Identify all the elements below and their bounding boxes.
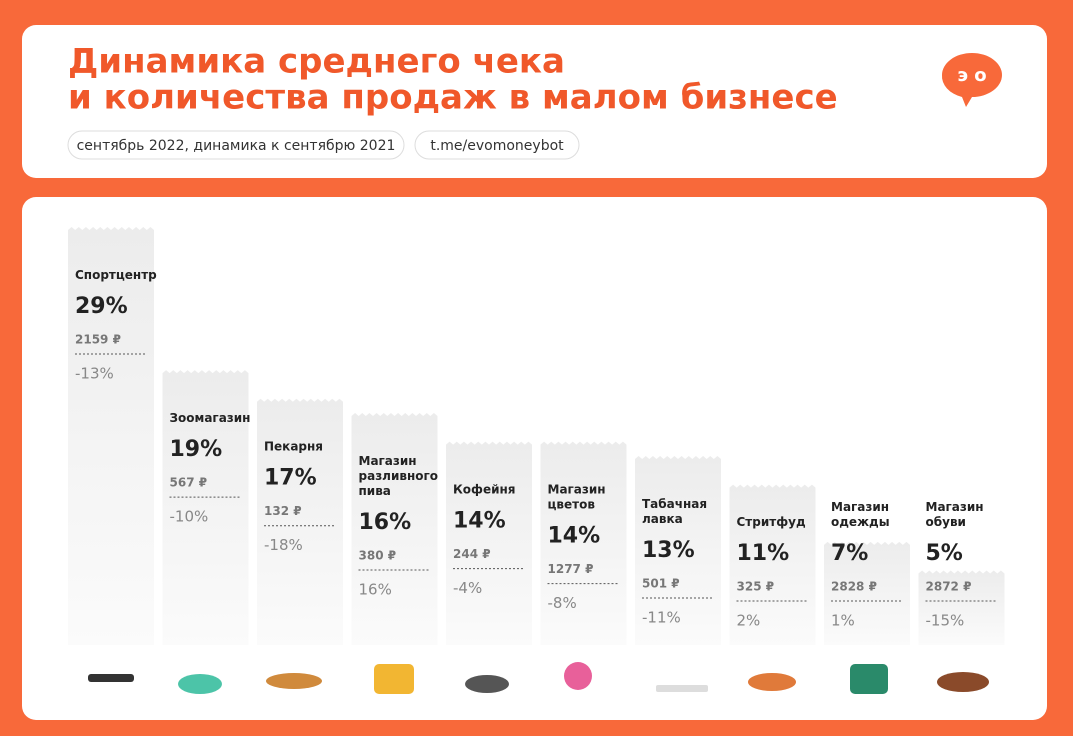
check-label: 2828 ₽ [831, 580, 877, 594]
check-label: 501 ₽ [642, 576, 680, 590]
receipt-bar [824, 541, 910, 645]
category-label: Кофейня [453, 482, 516, 496]
check-label: 2872 ₽ [926, 580, 972, 594]
logo: э о [957, 65, 986, 86]
title-line: и количества продаж в малом бизнесе [68, 78, 838, 118]
category-label: Магазин одежды [831, 500, 890, 529]
receipt-bar [257, 398, 343, 645]
value-label: 14% [453, 509, 506, 534]
category-label: Стритфуд [737, 515, 806, 529]
receipt-bar [351, 413, 438, 645]
check-label: 244 ₽ [453, 547, 491, 561]
pill [67, 130, 405, 160]
logo-bubble [941, 53, 1002, 107]
change-label: 1% [831, 612, 855, 630]
change-label: -18% [264, 536, 303, 554]
value-label: 14% [548, 524, 601, 549]
change-label: -4% [453, 579, 482, 597]
receipt-bar [446, 441, 532, 645]
value-label: 16% [359, 510, 412, 535]
icon [178, 674, 222, 694]
check-label: 380 ₽ [359, 549, 397, 563]
change-label: -10% [170, 508, 209, 526]
change-label: 16% [359, 581, 392, 599]
receipt-bar [68, 227, 154, 645]
pill [414, 130, 580, 160]
change-label: 2% [737, 612, 761, 630]
value-label: 11% [737, 541, 790, 566]
value-label: 19% [170, 437, 223, 462]
receipt-bar [540, 441, 627, 645]
icon [850, 664, 888, 694]
category-label: Спортцентр [75, 268, 157, 282]
change-label: -11% [642, 608, 681, 626]
value-label: 7% [831, 541, 868, 566]
receipt-bar [918, 570, 1005, 645]
subtitle: сентябрь 2022, динамика к сентябрю 2021 [77, 138, 396, 154]
value-label: 5% [926, 541, 963, 566]
receipt-bar [162, 370, 249, 645]
check-label: 1277 ₽ [548, 562, 594, 576]
icons [88, 662, 989, 694]
value-label: 29% [75, 294, 128, 319]
check-label: 325 ₽ [737, 580, 775, 594]
icon [465, 675, 509, 693]
category-label: Магазин цветов [548, 482, 606, 511]
category-label: Табачная лавка [642, 496, 707, 525]
icon [374, 664, 414, 694]
check-label: 2159 ₽ [75, 333, 121, 347]
value-label: 13% [642, 538, 695, 563]
category-label: Зоомагазин [170, 411, 251, 425]
icon [748, 673, 796, 691]
change-label: -13% [75, 365, 114, 383]
source: t.me/evomoneybot [430, 138, 564, 154]
icon [88, 674, 134, 682]
title-line: Динамика среднего чека [68, 42, 565, 82]
icon [937, 672, 989, 692]
change-label: -15% [926, 612, 965, 630]
category-label: Магазин разливного пива [359, 454, 439, 498]
receipt-bar [729, 484, 816, 645]
icon [656, 685, 708, 692]
value-label: 17% [264, 466, 317, 491]
category-label: Пекарня [264, 439, 323, 453]
icon [564, 662, 592, 690]
check-label: 567 ₽ [170, 476, 208, 490]
change-label: -8% [548, 594, 577, 612]
check-label: 132 ₽ [264, 504, 302, 518]
category-label: Магазин обуви [926, 500, 984, 529]
icon [266, 673, 322, 689]
